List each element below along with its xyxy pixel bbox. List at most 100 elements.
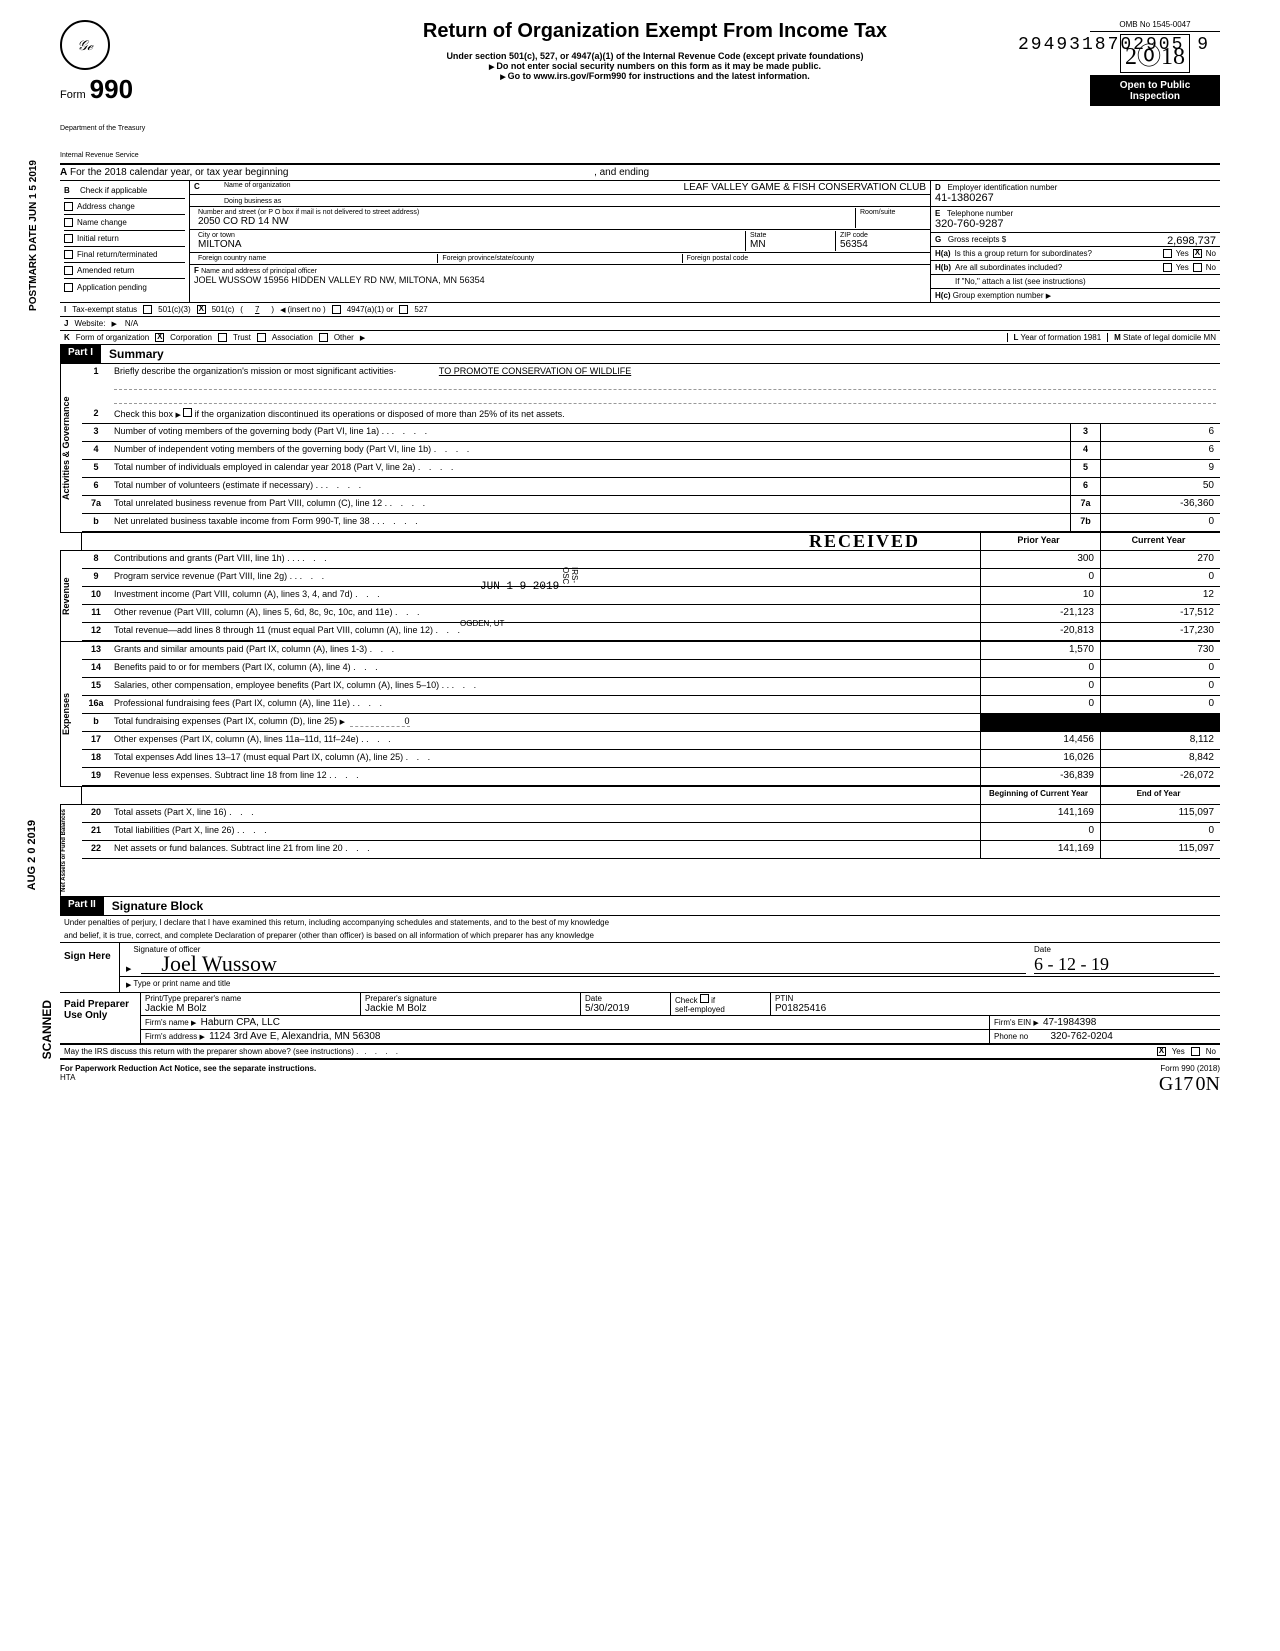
sig-date: 6 - 12 - 19 xyxy=(1034,954,1109,974)
opt-amended: Amended return xyxy=(77,266,134,275)
prep-sig-label: Preparer's signature xyxy=(365,994,576,1003)
ln-val: -36,360 xyxy=(1100,496,1220,513)
city-label: City or town xyxy=(198,232,741,239)
ln-val-prior: 0 xyxy=(980,660,1100,677)
chk-amended[interactable] xyxy=(64,266,73,275)
hc-label: H(c) xyxy=(935,291,951,300)
chk-4947[interactable] xyxy=(332,305,341,314)
ln-num: 5 xyxy=(82,460,110,477)
vside-expenses: Expenses xyxy=(60,642,82,786)
ln-val-curr: 0 xyxy=(1100,660,1220,677)
chk-discontinued[interactable] xyxy=(183,408,192,417)
firm-phone: 320-762-0204 xyxy=(1051,1031,1113,1042)
chk-527[interactable] xyxy=(399,305,408,314)
form-word: Form xyxy=(60,89,86,101)
chk-addr-change[interactable] xyxy=(64,202,73,211)
ln1-num: 1 xyxy=(82,364,110,406)
irs-logo: 𝒢ℯ xyxy=(60,20,110,70)
stamp-ogden: OGDEN, UT xyxy=(460,619,504,628)
ln-txt: Total number of individuals employed in … xyxy=(110,460,1070,477)
ln-num: 6 xyxy=(82,478,110,495)
chk-pending[interactable] xyxy=(64,283,73,292)
ln2-txt: Check this box xyxy=(114,409,173,419)
chk-trust[interactable] xyxy=(218,333,227,342)
chk-501c3[interactable] xyxy=(143,305,152,314)
hb-text: Are all subordinates included? xyxy=(955,263,1159,272)
opt-addr-change: Address change xyxy=(77,202,135,211)
received-stamp: RECEIVED xyxy=(809,531,920,552)
l-label: L xyxy=(1014,333,1019,342)
opt-pending: Application pending xyxy=(77,283,147,292)
ln-val-prior: 0 xyxy=(980,823,1100,840)
hb-yes: Yes xyxy=(1176,263,1189,272)
hb-no: No xyxy=(1206,263,1216,272)
ln-txt: Other revenue (Part VIII, column (A), li… xyxy=(110,605,980,622)
chk-discuss-yes[interactable] xyxy=(1157,1047,1166,1056)
ln-txt: Number of independent voting members of … xyxy=(110,442,1070,459)
paid-prep-label: Paid Preparer Use Only xyxy=(60,993,140,1043)
chk-name-change[interactable] xyxy=(64,218,73,227)
hb-label: H(b) xyxy=(935,263,951,272)
ln-num: b xyxy=(82,514,110,531)
row-a-text: For the 2018 calendar year, or tax year … xyxy=(70,167,288,178)
year-formation: 1981 xyxy=(1083,333,1101,342)
chk-hb-no[interactable] xyxy=(1193,263,1202,272)
ln-box: 7b xyxy=(1070,514,1100,531)
city-val: MILTONA xyxy=(198,239,741,250)
ln-txt: Other expenses (Part IX, column (A), lin… xyxy=(110,732,980,749)
handwrite-2: 0N xyxy=(1196,1073,1220,1095)
ln-txt: Contributions and grants (Part VIII, lin… xyxy=(110,551,980,568)
opt-assoc: Association xyxy=(272,333,313,342)
dept-treasury: Department of the Treasury xyxy=(60,125,220,132)
chk-self-employed[interactable] xyxy=(700,994,709,1003)
row-a-prefix: A xyxy=(60,167,67,178)
row-j-label: J xyxy=(64,319,68,328)
chk-other[interactable] xyxy=(319,333,328,342)
ln-val: 0 xyxy=(1100,514,1220,531)
addr-label: Number and street (or P O box if mail is… xyxy=(198,209,851,216)
form-footer: Form 990 (2018) xyxy=(1160,1064,1220,1073)
chk-501c[interactable] xyxy=(197,305,206,314)
row-k-label: K xyxy=(64,333,70,342)
chk-corp[interactable] xyxy=(155,333,164,342)
insert-no: (insert no ) xyxy=(280,305,326,314)
firm-addr: 1124 3rd Ave E, Alexandria, MN 56308 xyxy=(209,1031,380,1042)
l-text: Year of formation xyxy=(1020,333,1081,342)
f-label: F xyxy=(194,266,199,275)
paren-open: ( xyxy=(240,305,243,314)
paren-close: ) xyxy=(271,305,274,314)
ln-txt: Revenue less expenses. Subtract line 18 … xyxy=(110,768,980,785)
if-label: if xyxy=(711,996,715,1005)
ln-txt: Net unrelated business taxable income fr… xyxy=(110,514,1070,531)
ln-val-prior: 141,169 xyxy=(980,841,1100,858)
ln-val: 50 xyxy=(1100,478,1220,495)
open-public-1: Open to Public xyxy=(1094,80,1216,91)
chk-final[interactable] xyxy=(64,250,73,259)
paperwork-notice: For Paperwork Reduction Act Notice, see … xyxy=(60,1064,316,1073)
mission-text: TO PROMOTE CONSERVATION OF WILDLIFE xyxy=(439,366,631,376)
room-label: Room/suite xyxy=(860,209,922,216)
chk-discuss-no[interactable] xyxy=(1191,1047,1200,1056)
chk-hb-yes[interactable] xyxy=(1163,263,1172,272)
chk-assoc[interactable] xyxy=(257,333,266,342)
org-name: LEAF VALLEY GAME & FISH CONSERVATION CLU… xyxy=(684,182,926,193)
end-year-hdr: End of Year xyxy=(1100,787,1220,804)
f-text: Name and address of principal officer xyxy=(201,268,317,275)
ln-num: 20 xyxy=(82,805,110,822)
opt-501c3: 501(c)(3) xyxy=(158,305,190,314)
chk-ha-no[interactable] xyxy=(1193,249,1202,258)
discuss-no: No xyxy=(1206,1047,1216,1056)
ln-num: 13 xyxy=(82,642,110,659)
ln-val-prior xyxy=(980,714,1100,731)
part2-hdr: Part II xyxy=(60,897,104,915)
m-label: M xyxy=(1114,333,1121,342)
ln-val-prior: 300 xyxy=(980,551,1100,568)
foreign-prov-label: Foreign province/state/county xyxy=(442,255,677,262)
ln-val: 6 xyxy=(1100,424,1220,441)
ln-txt: Total fundraising expenses (Part IX, col… xyxy=(110,714,980,731)
e-label: E xyxy=(935,209,940,218)
firm-name-label: Firm's name xyxy=(145,1018,189,1027)
current-year-hdr: Current Year xyxy=(1100,533,1220,550)
chk-initial[interactable] xyxy=(64,234,73,243)
chk-ha-yes[interactable] xyxy=(1163,249,1172,258)
